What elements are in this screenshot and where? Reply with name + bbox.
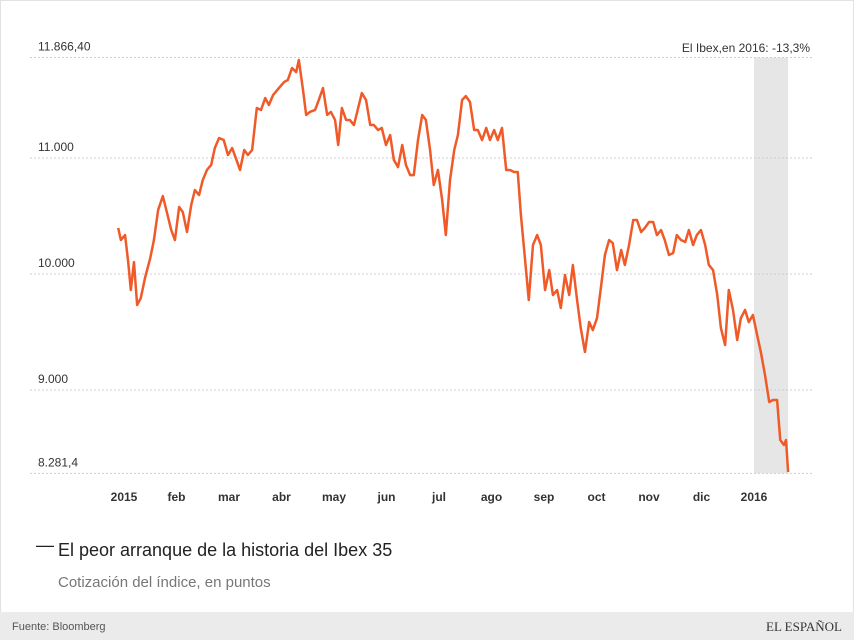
x-tick-label: sep (534, 490, 555, 504)
y-tick-label: 9.000 (38, 372, 68, 386)
x-tick-label: feb (168, 490, 186, 504)
legend-title: El peor arranque de la historia del Ibex… (58, 540, 392, 560)
y-tick-label: 11.000 (38, 140, 74, 154)
plot: El Ibex,en 2016: -13,3% 8.281,4 9.000 10.00… (30, 40, 812, 504)
source: Fuente: Bloomberg (12, 621, 106, 633)
x-tick-label: 2016 (741, 490, 768, 504)
brand: EL ESPAÑOL (766, 619, 842, 634)
footer (0, 612, 854, 640)
legend-marker: — (36, 535, 54, 555)
annotation: El Ibex,en 2016: -13,3% (682, 41, 810, 55)
subtitle: Cotización del índice, en puntos (58, 574, 271, 591)
y-tick-label: 10.000 (38, 256, 75, 270)
x-tick-label: oct (588, 490, 606, 504)
y-tick-label: 11.866,40 (38, 40, 91, 54)
x-tick-label: ago (481, 490, 502, 504)
line (116, 58, 790, 473)
highlight-band (754, 57, 789, 474)
x-tick-label: mar (218, 490, 240, 504)
y-tick-label: 8.281,4 (38, 455, 78, 469)
x-tick-label: dic (693, 490, 711, 504)
x-tick-label: nov (638, 490, 660, 504)
x-tick-label: jun (377, 490, 396, 504)
x-tick-label: may (322, 490, 346, 504)
x-tick-label: abr (272, 490, 291, 504)
x-tick-label: 2015 (111, 490, 138, 504)
x-tick-label: jul (431, 490, 446, 504)
